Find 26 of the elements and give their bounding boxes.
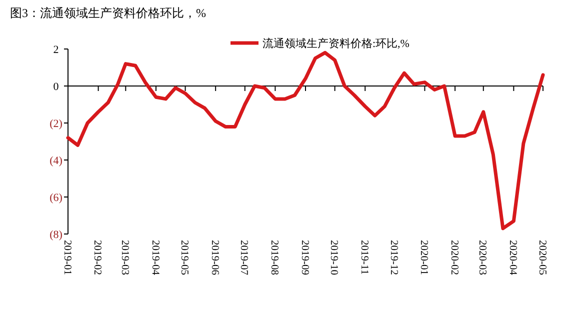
y-tick-label: (4) [50,154,63,167]
legend-label: 流通领域生产资料价格:环比,% [262,36,410,50]
x-tick-label: 2019-11 [358,240,370,275]
x-tick-label: 2019-03 [118,240,130,275]
x-tick-label: 2020-03 [476,240,488,275]
x-tick-label: 2019-08 [268,240,280,275]
y-tick-label: (2) [50,118,63,130]
chart-title: 图3：流通领域生产资料价格环比，% [10,6,206,20]
x-tick-label: 2019-07 [238,240,250,275]
x-tick-label: 2020-02 [448,240,460,275]
y-tick-label: 0 [53,80,60,93]
x-tick-label: 2019-12 [388,240,399,275]
x-tick-label: 2019-09 [298,240,310,275]
x-tick-label: 2020-05 [536,240,548,275]
x-tick-label: 2019-01 [61,240,72,275]
x-tick-label: 2019-06 [208,240,220,275]
x-tick-label: 2020-04 [507,240,518,276]
x-tick-label: 2019-05 [178,240,190,275]
y-tick-label: (8) [50,228,63,241]
line-series [66,50,545,230]
x-tick-label: 2019-04 [149,240,160,276]
x-tick-label: 2020-01 [418,240,430,275]
x-tick-label: 2019-02 [92,240,103,275]
x-tick-label: 2019-10 [328,240,340,275]
y-tick-label: 2 [53,44,59,56]
y-tick-label: (6) [50,192,63,204]
